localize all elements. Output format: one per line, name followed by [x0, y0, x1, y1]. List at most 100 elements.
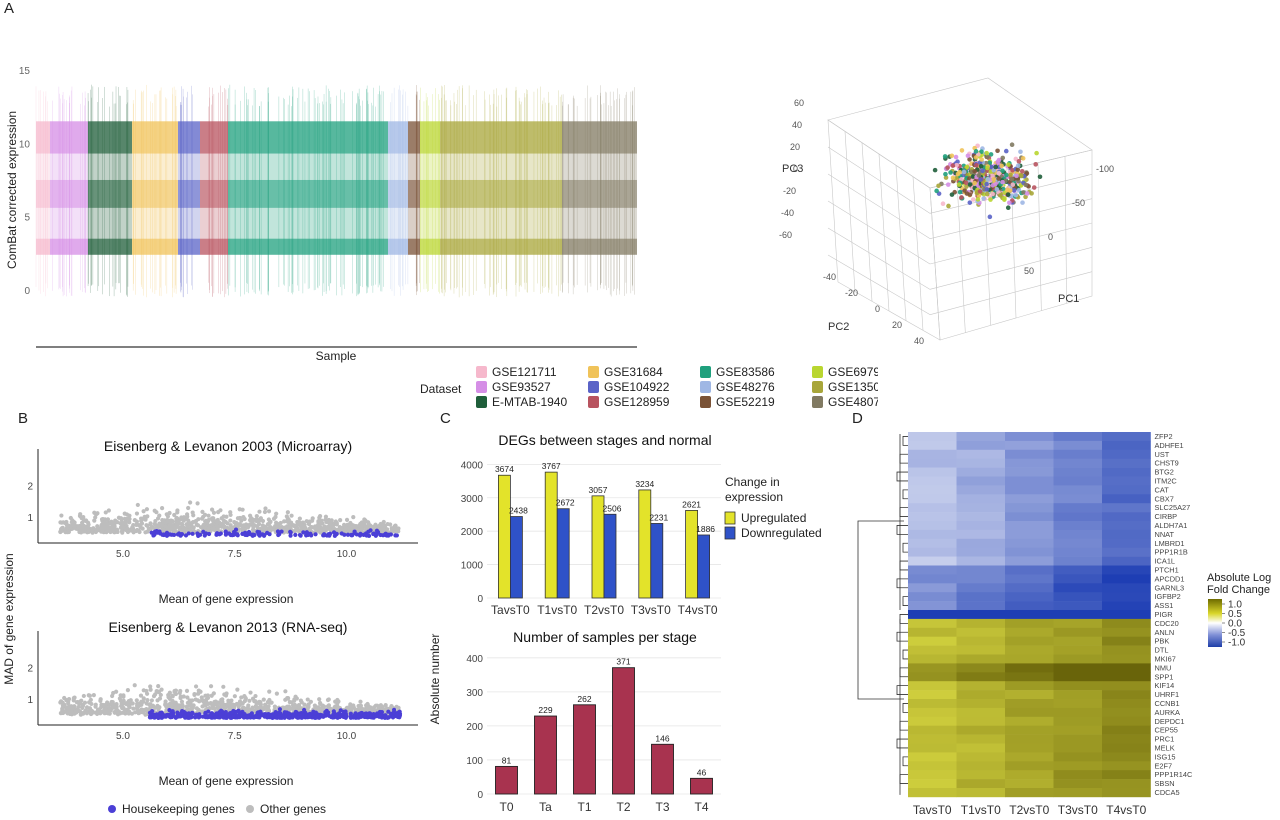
housekeeping-point: [374, 532, 379, 537]
housekeeping-point: [186, 531, 191, 536]
degs-x-tick: TavsT0: [491, 603, 530, 617]
heatmap-column-labels: TavsT0 T1vsT0 T2vsT0 T3vsT0 T4vsT0: [913, 803, 1147, 817]
other-gene-point: [91, 693, 96, 698]
pca-point: [1007, 200, 1012, 206]
heatmap-row-label: UHRF1: [1155, 690, 1180, 699]
housekeeping-point: [161, 712, 166, 718]
heatmap-cell: [1005, 761, 1054, 771]
other-gene-point: [193, 697, 198, 702]
heatmap-cell: [908, 467, 957, 477]
other-gene-point: [379, 527, 384, 532]
heatmap-cell: [908, 743, 957, 753]
heatmap-cell: [1102, 512, 1151, 522]
housekeeping-point: [298, 533, 303, 538]
other-gene-point: [267, 525, 272, 531]
heatmap-cell: [1005, 547, 1054, 557]
other-gene-point: [274, 691, 279, 696]
pca-point: [973, 149, 979, 154]
pca-point: [945, 165, 950, 170]
heatmap-cell: [1005, 512, 1054, 522]
other-gene-point: [325, 704, 331, 709]
other-gene-point: [225, 702, 230, 707]
housekeeping-point: [291, 712, 296, 717]
heatmap-cell: [1005, 707, 1054, 718]
heatmap-cell: [1005, 458, 1054, 468]
pca-grid-line: [878, 153, 890, 312]
heatmap-cell: [956, 485, 1006, 495]
pca-ticks: 60 40 20 0 -20 -40 -60 -100 -50 0 50 -40 -20 0 20 40: [779, 98, 1114, 346]
other-gene-point: [395, 527, 400, 533]
other-gene-point: [171, 701, 177, 707]
other-gene-point: [200, 509, 205, 514]
pca-point: [988, 164, 994, 170]
other-gene-point: [199, 709, 205, 714]
heatmap-row-label: CIRBP: [1155, 512, 1178, 521]
heatmap-cell: [908, 734, 957, 744]
other-gene-point: [177, 690, 182, 696]
housekeeping-point: [277, 532, 282, 537]
pca-x-tick: 0: [1048, 232, 1053, 242]
dataset-legend-items: GSE121711GSE93527E-MTAB-1940GSE31684GSE1…: [476, 365, 878, 409]
heatmap-row-label: ASS1: [1155, 601, 1174, 610]
heatmap-cell: [908, 521, 957, 531]
pca-z-tick: -20: [783, 186, 796, 196]
pca-point: [936, 183, 941, 189]
heatmap-row-label: SBSN: [1155, 779, 1175, 788]
other-gene-point: [131, 706, 136, 711]
pca-point: [1020, 200, 1025, 205]
pca-point: [959, 195, 964, 200]
other-gene-point: [98, 697, 103, 702]
dendrogram-leaf: [899, 453, 908, 464]
housekeeping-point: [364, 533, 369, 538]
housekeeping-point: [204, 531, 209, 536]
panel-label-d: D: [852, 410, 863, 427]
heatmap-cell: [1102, 476, 1151, 486]
degs-y-tick: 4000: [461, 460, 484, 471]
heatmap-row-label: CBX7: [1155, 494, 1174, 503]
heatmap-cell: [1053, 512, 1103, 522]
other-gene-point: [225, 521, 230, 526]
housekeeping-point: [236, 708, 241, 713]
heatmap-cell: [1005, 583, 1054, 593]
heatmap-cell: [908, 601, 957, 611]
heatmap-cell: [956, 449, 1006, 459]
housekeeping-point: [378, 714, 383, 719]
samples-y-tick: 300: [466, 688, 483, 699]
heatmap-cell: [908, 494, 957, 504]
other-gene-point: [322, 524, 327, 529]
heatmap-cell: [1102, 521, 1151, 531]
pca-point: [1005, 205, 1011, 210]
other-gene-point: [149, 698, 154, 703]
other-gene-point: [199, 516, 205, 521]
other-gene-point: [266, 509, 272, 514]
housekeeping-point: [218, 713, 223, 718]
heatmap-cell: [1053, 707, 1103, 718]
other-gene-point: [130, 525, 135, 530]
heatmap-cell: [1053, 699, 1103, 709]
other-gene-point: [339, 527, 344, 532]
pca-x-tick: -100: [1096, 164, 1114, 174]
other-gene-point: [127, 520, 132, 525]
other-gene-point: [254, 517, 259, 522]
heatmap-cell: [1102, 601, 1151, 611]
heatmap-cell: [1053, 458, 1103, 468]
pca-point: [984, 181, 989, 187]
pca-grid-line: [929, 222, 1093, 265]
degs-y-tick: 0: [477, 594, 483, 605]
legend-swatch-GSE121711: [476, 366, 487, 378]
boxplot-y-tick: 5: [24, 213, 30, 224]
other-gene-point: [153, 518, 158, 524]
other-gene-point: [197, 699, 202, 704]
other-gene-point: [93, 515, 98, 520]
bar-samples: [495, 765, 518, 795]
other-gene-point: [232, 703, 237, 708]
other-gene-point: [268, 519, 273, 524]
legend-swatch-E-MTAB-1940: [476, 396, 487, 408]
other-gene-point: [228, 702, 233, 707]
other-gene-point: [187, 520, 192, 526]
housekeeping-point: [208, 713, 213, 718]
other-gene-point: [265, 707, 271, 712]
bar-label-downregulated: 2672: [556, 498, 575, 508]
other-gene-point: [295, 526, 300, 531]
heatmap-cell: [1005, 467, 1054, 477]
